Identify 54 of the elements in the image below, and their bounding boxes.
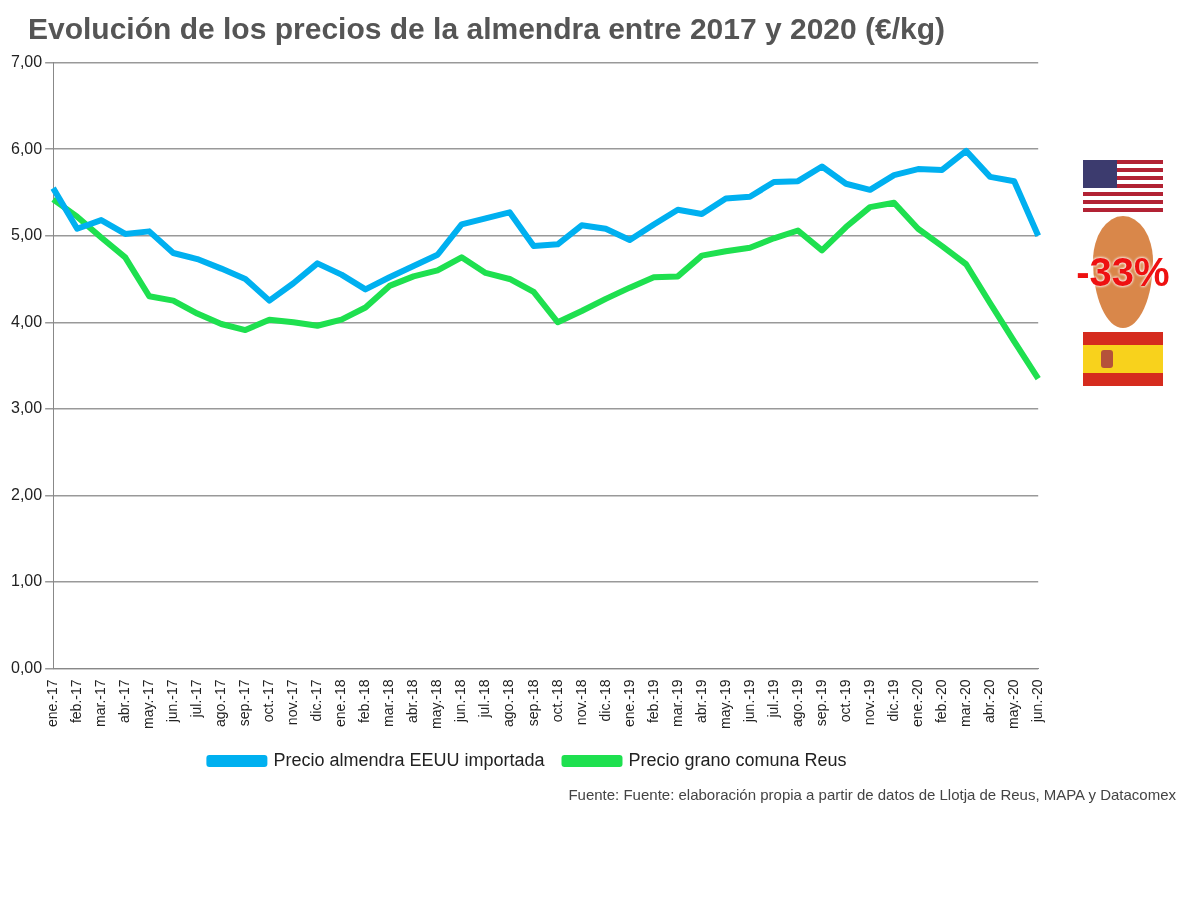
x-tick-label: nov.-19 xyxy=(860,679,877,726)
x-tick-label: feb.-19 xyxy=(644,679,661,724)
x-tick-label: nov.-18 xyxy=(572,679,589,726)
x-tick-label: dic.-18 xyxy=(596,679,613,722)
x-tick-label: ago.-18 xyxy=(500,679,517,727)
y-tick-label: 2,00 xyxy=(11,485,43,503)
x-tick-label: sep.-17 xyxy=(236,679,253,727)
x-tick-label: may.-20 xyxy=(1005,679,1022,730)
x-tick-label: abr.-20 xyxy=(981,679,998,724)
x-tick-label: jun.-17 xyxy=(164,679,181,724)
y-tick-label: 6,00 xyxy=(11,139,43,157)
x-tick-label: sep.-18 xyxy=(524,679,541,727)
y-tick-label: 0,00 xyxy=(11,658,43,676)
x-tick-label: ene.-20 xyxy=(908,679,925,727)
x-tick-label: ene.-19 xyxy=(620,679,637,727)
x-tick-label: may.-19 xyxy=(716,679,733,730)
x-tick-label: may.-17 xyxy=(140,679,157,730)
x-tick-label: nov.-17 xyxy=(284,679,301,726)
x-tick-label: jun.-19 xyxy=(740,679,757,724)
x-tick-label: jun.-20 xyxy=(1029,679,1046,724)
y-tick-label: 1,00 xyxy=(11,572,43,590)
y-tick-label: 7,00 xyxy=(11,53,43,71)
x-tick-label: sep.-19 xyxy=(812,679,829,727)
x-tick-label: feb.-20 xyxy=(932,679,949,724)
x-tick-label: mar.-18 xyxy=(380,679,397,727)
x-tick-label: abr.-17 xyxy=(116,679,133,724)
y-tick-label: 3,00 xyxy=(11,399,43,417)
x-tick-label: may.-18 xyxy=(428,679,445,730)
x-tick-label: feb.-18 xyxy=(356,679,373,724)
x-tick-label: oct.-18 xyxy=(548,679,565,723)
x-tick-label: mar.-20 xyxy=(956,679,973,727)
x-tick-label: oct.-19 xyxy=(836,679,853,723)
legend-label: Precio almendra EEUU importada xyxy=(273,749,546,770)
x-tick-label: dic.-19 xyxy=(884,679,901,722)
x-tick-label: jul.-19 xyxy=(764,679,781,719)
x-tick-label: abr.-19 xyxy=(692,679,709,724)
source-note: Fuente: Fuente: elaboración propia a partir de datos de Llotja de Reus, MAPA y Datacomex xyxy=(567,785,1177,805)
x-tick-label: feb.-17 xyxy=(68,679,85,724)
x-tick-label: jul.-18 xyxy=(476,679,493,719)
x-tick-label: jun.-18 xyxy=(452,679,469,724)
x-tick-label: dic.-17 xyxy=(308,679,325,722)
x-tick-label: mar.-19 xyxy=(668,679,685,727)
x-tick-label: mar.-17 xyxy=(92,679,109,727)
legend-label: Precio grano comuna Reus xyxy=(628,749,847,770)
x-tick-label: ene.-18 xyxy=(332,679,349,727)
x-tick-label: ene.-17 xyxy=(44,679,60,727)
x-tick-label: abr.-18 xyxy=(404,679,421,724)
x-tick-label: jul.-17 xyxy=(188,679,205,719)
x-tick-label: ago.-19 xyxy=(788,679,805,727)
y-tick-label: 5,00 xyxy=(11,226,43,244)
y-tick-label: 4,00 xyxy=(11,312,43,330)
x-tick-label: ago.-17 xyxy=(212,679,229,727)
chart-title: Evolución de los precios de la almendra entre 2017 y 2020 (€/kg) xyxy=(27,11,947,47)
x-tick-label: oct.-17 xyxy=(260,679,277,723)
